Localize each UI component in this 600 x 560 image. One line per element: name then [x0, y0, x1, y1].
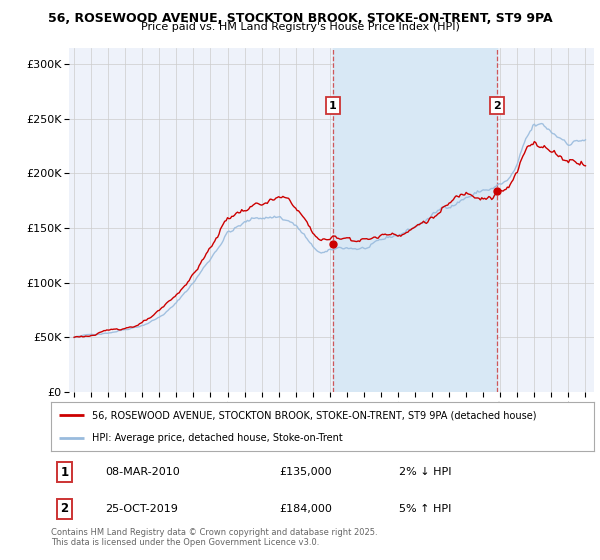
Text: Price paid vs. HM Land Registry's House Price Index (HPI): Price paid vs. HM Land Registry's House … [140, 22, 460, 32]
Text: £184,000: £184,000 [279, 503, 332, 514]
Text: HPI: Average price, detached house, Stoke-on-Trent: HPI: Average price, detached house, Stok… [92, 433, 343, 444]
Text: 1: 1 [329, 101, 337, 110]
Text: 1: 1 [61, 466, 68, 479]
Text: 08-MAR-2010: 08-MAR-2010 [106, 468, 180, 477]
Text: 2: 2 [493, 101, 501, 110]
Text: 5% ↑ HPI: 5% ↑ HPI [398, 503, 451, 514]
Text: 25-OCT-2019: 25-OCT-2019 [106, 503, 178, 514]
Text: 2: 2 [61, 502, 68, 515]
Bar [333, 48, 497, 392]
Text: £135,000: £135,000 [279, 468, 332, 477]
Text: Contains HM Land Registry data © Crown copyright and database right 2025.
This d: Contains HM Land Registry data © Crown c… [51, 528, 377, 547]
Text: 2% ↓ HPI: 2% ↓ HPI [398, 468, 451, 477]
Text: 56, ROSEWOOD AVENUE, STOCKTON BROOK, STOKE-ON-TRENT, ST9 9PA (detached house): 56, ROSEWOOD AVENUE, STOCKTON BROOK, STO… [92, 410, 536, 421]
Text: 56, ROSEWOOD AVENUE, STOCKTON BROOK, STOKE-ON-TRENT, ST9 9PA: 56, ROSEWOOD AVENUE, STOCKTON BROOK, STO… [47, 12, 553, 25]
